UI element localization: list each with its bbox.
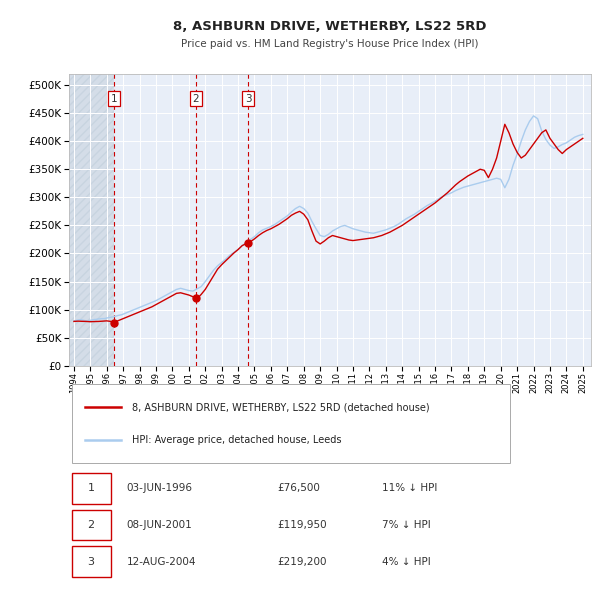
Text: 1: 1	[88, 483, 95, 493]
Text: 2: 2	[193, 94, 199, 104]
Text: HPI: Average price, detached house, Leeds: HPI: Average price, detached house, Leed…	[131, 435, 341, 445]
Text: 8, ASHBURN DRIVE, WETHERBY, LS22 5RD (detached house): 8, ASHBURN DRIVE, WETHERBY, LS22 5RD (de…	[131, 402, 429, 412]
Text: 03-JUN-1996: 03-JUN-1996	[127, 483, 193, 493]
Text: 2: 2	[88, 520, 95, 530]
Text: 7% ↓ HPI: 7% ↓ HPI	[382, 520, 431, 530]
Text: 4% ↓ HPI: 4% ↓ HPI	[382, 557, 431, 567]
Text: 3: 3	[88, 557, 95, 567]
Text: 3: 3	[245, 94, 251, 104]
Text: 11% ↓ HPI: 11% ↓ HPI	[382, 483, 437, 493]
Bar	[69, 74, 113, 366]
Text: 08-JUN-2001: 08-JUN-2001	[127, 520, 192, 530]
Text: 12-AUG-2004: 12-AUG-2004	[127, 557, 196, 567]
FancyBboxPatch shape	[71, 546, 111, 577]
Text: £76,500: £76,500	[278, 483, 320, 493]
Text: 8, ASHBURN DRIVE, WETHERBY, LS22 5RD: 8, ASHBURN DRIVE, WETHERBY, LS22 5RD	[173, 20, 487, 33]
Text: 1: 1	[110, 94, 117, 104]
Text: £219,200: £219,200	[278, 557, 328, 567]
FancyBboxPatch shape	[71, 510, 111, 540]
Text: £119,950: £119,950	[278, 520, 328, 530]
FancyBboxPatch shape	[71, 384, 510, 463]
Text: Price paid vs. HM Land Registry's House Price Index (HPI): Price paid vs. HM Land Registry's House …	[181, 40, 479, 49]
FancyBboxPatch shape	[71, 473, 111, 504]
